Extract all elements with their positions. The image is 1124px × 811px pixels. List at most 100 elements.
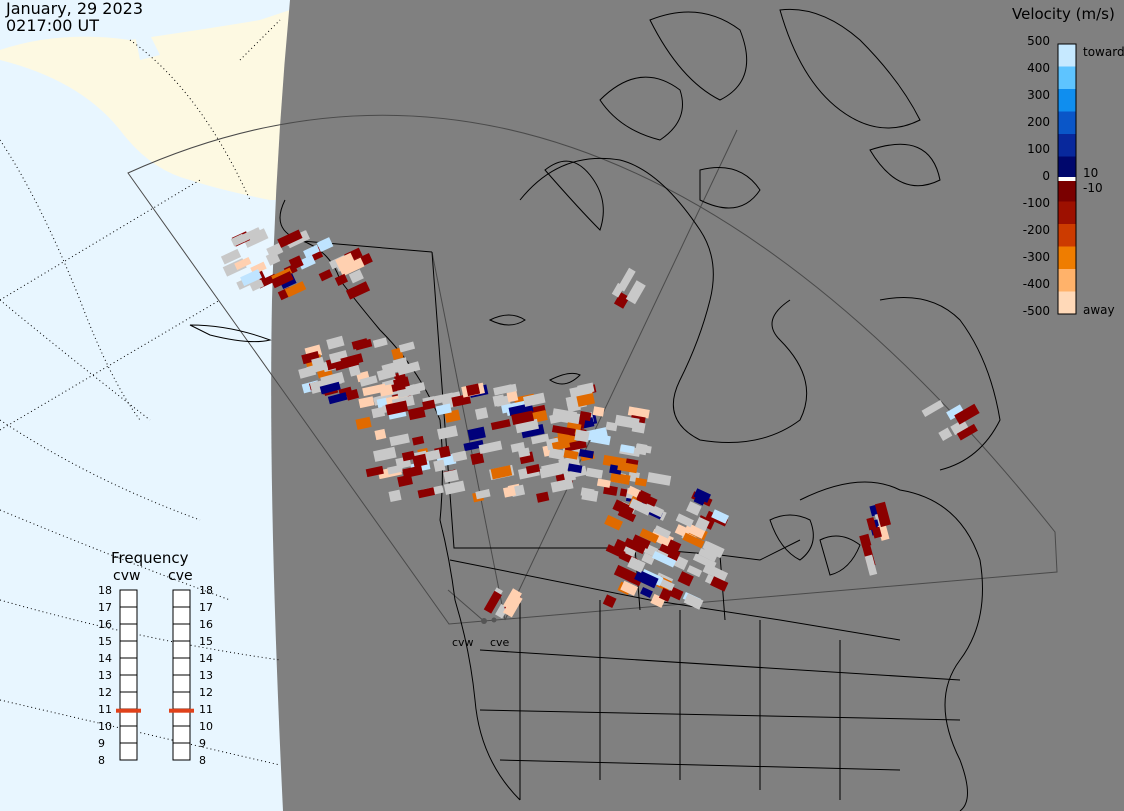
velocity-cell	[579, 410, 592, 422]
velocity-cell	[345, 388, 360, 401]
colorbar-segment	[1058, 179, 1076, 202]
colorbar-away-label: away	[1083, 303, 1115, 317]
velocity-cell	[348, 364, 361, 377]
velocity-cell	[874, 501, 892, 528]
velocity-cell	[938, 427, 953, 442]
velocity-cell	[467, 426, 486, 441]
velocity-cell	[677, 571, 694, 587]
velocity-cell	[956, 423, 978, 441]
velocity-cell	[694, 516, 710, 532]
velocity-cell	[946, 404, 965, 421]
velocity-cell	[702, 563, 729, 582]
velocity-cell	[381, 360, 404, 376]
velocity-cell	[576, 393, 595, 407]
velocity-cell	[298, 254, 316, 270]
velocity-cell	[667, 539, 682, 553]
colorbar-segment	[1058, 246, 1076, 270]
velocity-cell	[693, 493, 707, 506]
velocity-cell	[433, 392, 454, 405]
velocity-cell	[623, 537, 647, 555]
colorbar-zero-band	[1058, 177, 1076, 181]
velocity-cells	[220, 227, 980, 619]
graticule	[0, 19, 281, 766]
colorbar-segment	[1058, 134, 1076, 157]
velocity-cell	[711, 509, 730, 524]
velocity-cell	[610, 472, 631, 485]
frequency-cell	[119, 742, 138, 761]
daylit-land	[0, 10, 290, 200]
velocity-cell	[340, 353, 364, 368]
frequency-cell	[119, 623, 138, 642]
velocity-cell	[401, 450, 415, 462]
frequency-tick-left: 11	[98, 703, 112, 716]
frequency-tick-right: 17	[199, 601, 213, 614]
velocity-cell	[675, 513, 694, 528]
colorbar-tick: 300	[1027, 88, 1050, 102]
velocity-cell	[592, 406, 605, 417]
velocity-cell	[284, 281, 307, 298]
colorbar-segment	[1058, 156, 1076, 180]
velocity-cell	[525, 463, 541, 475]
velocity-cell	[379, 384, 394, 397]
cve-site-label: cve	[490, 636, 510, 649]
velocity-cell	[316, 237, 334, 253]
velocity-cell	[683, 593, 704, 610]
colorbar-segment	[1058, 269, 1076, 292]
velocity-cell	[541, 461, 566, 477]
velocity-cell	[611, 282, 625, 298]
frequency-cell	[172, 606, 191, 625]
velocity-cell	[602, 594, 617, 609]
velocity-cell	[502, 485, 516, 498]
velocity-cell	[326, 335, 345, 350]
velocity-cell	[567, 463, 583, 474]
velocity-cell	[503, 588, 522, 611]
velocity-cell	[334, 273, 349, 286]
colorbar-10-label: 10	[1083, 166, 1099, 180]
frequency-cell	[172, 623, 191, 642]
velocity-cell	[345, 281, 371, 300]
velocity-cell	[686, 565, 703, 578]
radar-sites	[481, 617, 497, 624]
velocity-cell	[335, 252, 355, 269]
time-label: 0217:00 UT	[6, 16, 100, 35]
velocity-cell	[596, 478, 611, 488]
colorbar-tick: -100	[1022, 196, 1050, 210]
frequency-cell	[172, 691, 191, 710]
velocity-cell	[389, 433, 410, 447]
velocity-cell	[627, 556, 646, 573]
velocity-cell	[492, 394, 506, 407]
frequency-cell	[119, 640, 138, 659]
frequency-tick-right: 10	[199, 720, 213, 733]
velocity-cell	[682, 532, 705, 549]
velocity-cell	[435, 403, 452, 416]
velocity-cell	[319, 381, 341, 395]
velocity-cell	[270, 271, 294, 289]
frequency-tick-left: 16	[98, 618, 112, 631]
velocity-cell	[490, 465, 513, 480]
velocity-cell	[465, 383, 481, 397]
frequency-tick-left: 13	[98, 669, 112, 682]
frequency-tick-left: 14	[98, 652, 112, 665]
frequency-tick-left: 12	[98, 686, 112, 699]
velocity-cell	[658, 587, 673, 602]
colorbar-segment	[1058, 201, 1076, 225]
velocity-cell	[327, 392, 348, 405]
colorbar-segment	[1058, 66, 1076, 90]
velocity-cell	[620, 580, 639, 596]
velocity-cell	[230, 233, 246, 247]
velocity-cell	[354, 338, 373, 351]
velocity-cell	[338, 257, 365, 277]
colorbar-segment	[1058, 44, 1076, 67]
velocity-cell	[548, 448, 566, 460]
velocity-cell	[603, 484, 618, 496]
velocity-cell	[692, 553, 717, 570]
velocity-colorbar	[1057, 43, 1077, 315]
velocity-cell	[371, 406, 386, 419]
colorbar-tick: 500	[1027, 34, 1050, 48]
velocity-cell	[702, 540, 725, 557]
velocity-cell	[483, 590, 502, 614]
velocity-cell	[613, 564, 639, 585]
velocity-cell	[288, 255, 304, 270]
cve-site-marker	[491, 617, 497, 623]
